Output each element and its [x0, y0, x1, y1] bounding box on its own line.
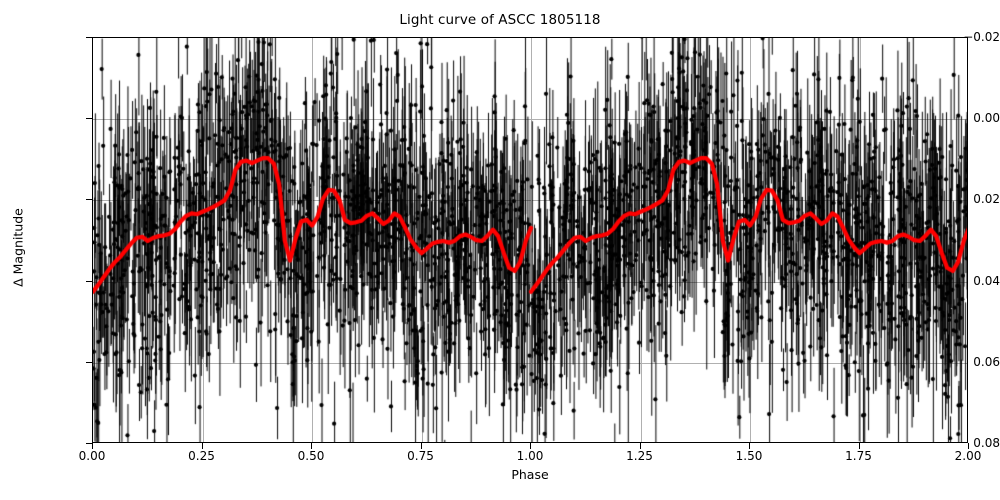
- x-axis-label: Phase: [511, 467, 549, 482]
- x-tick-mark: [311, 443, 313, 449]
- x-tick-mark: [530, 443, 532, 449]
- y-tick-label: 0.04: [973, 273, 1000, 288]
- x-tick-mark: [639, 443, 641, 449]
- x-tick-label: 0.75: [407, 449, 434, 463]
- x-tick-mark: [420, 443, 422, 449]
- x-tick-mark: [858, 443, 860, 449]
- x-tick-label: 0.00: [78, 449, 106, 463]
- y-tick-mark: [86, 118, 92, 120]
- y-tick-mark: [86, 37, 92, 39]
- y-tick-mark: [86, 199, 92, 201]
- x-tick-label: 2.00: [954, 449, 982, 463]
- x-tick-label: 0.25: [188, 449, 215, 463]
- plot-area: [92, 37, 968, 443]
- y-axis-label: Δ Magnitude: [10, 208, 26, 287]
- x-tick-mark: [92, 443, 94, 449]
- y-tick-label: 0.06: [973, 354, 1000, 369]
- y-tick-label: −0.02: [963, 30, 1000, 44]
- x-tick-mark: [201, 443, 203, 449]
- x-tick-mark: [749, 443, 751, 449]
- y-tick-mark: [86, 361, 92, 363]
- y-tick-mark: [86, 443, 92, 445]
- y-tick-label: 0.02: [973, 192, 1000, 207]
- x-tick-mark: [968, 443, 970, 449]
- x-tick-label: 1.00: [516, 449, 544, 463]
- page-title: Light curve of ASCC 1805118: [399, 12, 601, 28]
- x-tick-label: 1.75: [845, 449, 872, 463]
- y-tick-label: 0.00: [973, 111, 1000, 126]
- y-tick-label: 0.08: [973, 436, 1000, 450]
- x-tick-label: 0.50: [297, 449, 325, 463]
- trend-line-layer: [93, 38, 967, 442]
- x-tick-label: 1.25: [626, 449, 653, 463]
- y-tick-mark: [86, 280, 92, 282]
- x-tick-label: 1.50: [735, 449, 763, 463]
